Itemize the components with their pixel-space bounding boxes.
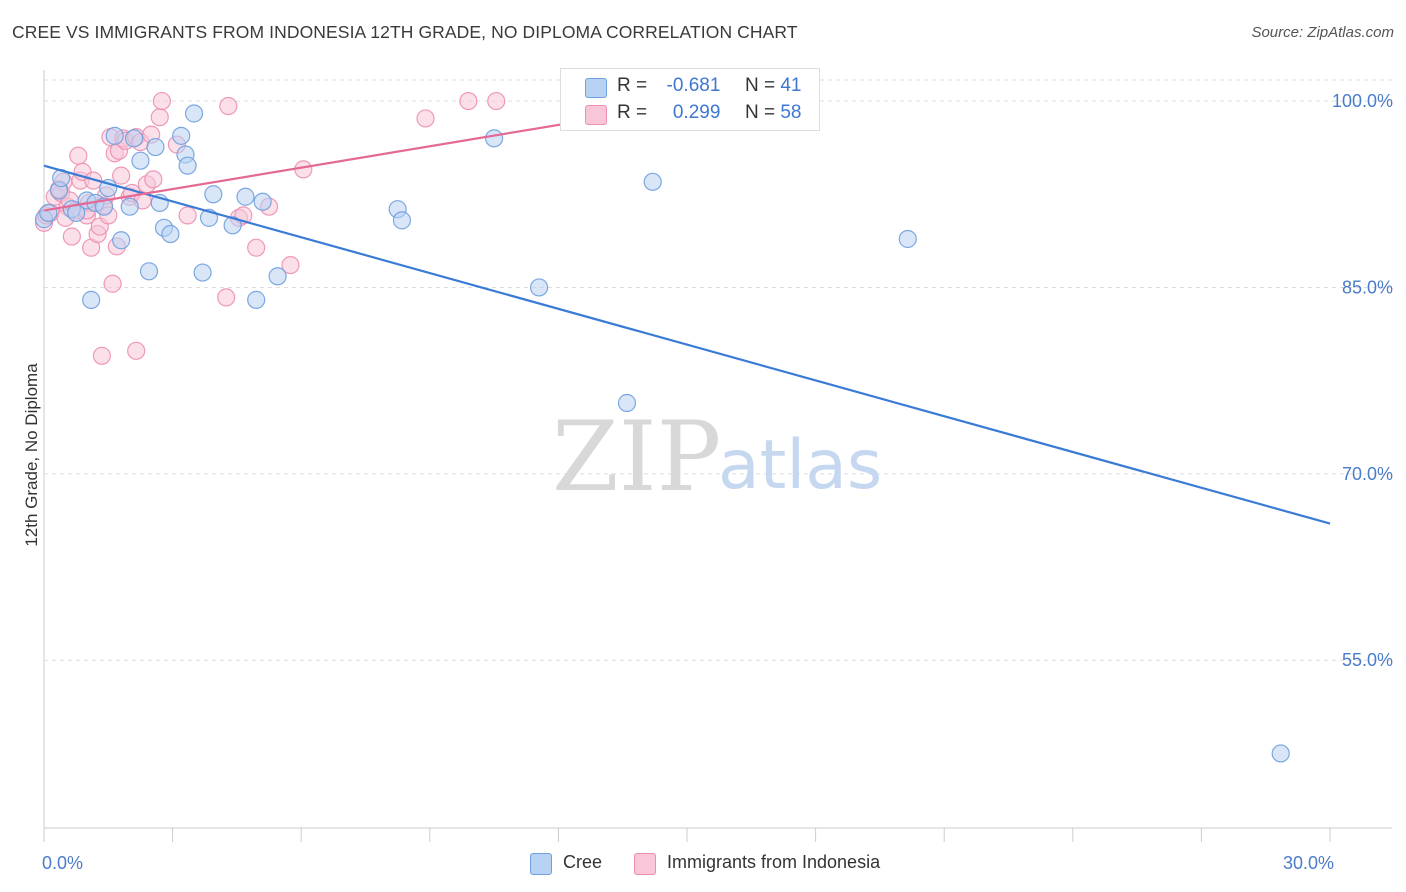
- source-label: Source: ZipAtlas.com: [1251, 24, 1394, 41]
- point-cree: [124, 129, 144, 148]
- legend-label-cree: Cree: [563, 852, 603, 872]
- point-cree: [172, 126, 191, 145]
- point-cree: [161, 224, 180, 244]
- x-tick-label: 30.0%: [1283, 853, 1334, 873]
- point-cree: [268, 267, 287, 286]
- point-indonesia: [487, 91, 506, 111]
- indonesia-swatch: [585, 105, 607, 125]
- n-value: 41: [780, 75, 802, 96]
- indonesia-swatch: [634, 853, 656, 875]
- point-cree: [253, 192, 272, 211]
- point-cree: [94, 197, 114, 216]
- point-indonesia: [217, 288, 236, 307]
- point-cree: [643, 172, 662, 191]
- trend-line-cree: [43, 164, 1331, 525]
- point-cree: [1271, 744, 1290, 763]
- point-cree: [184, 104, 204, 123]
- watermark: ZIP atlas: [552, 401, 882, 513]
- point-cree: [204, 185, 223, 204]
- point-cree: [178, 156, 197, 175]
- point-indonesia: [247, 238, 266, 257]
- y-tick-label: 70.0%: [1342, 464, 1393, 484]
- point-indonesia: [144, 170, 163, 189]
- r-value: -0.681: [666, 75, 721, 96]
- correlation-legend: R = -0.681 N = 41 R = 0.299 N = 58: [560, 68, 820, 131]
- tick-labels: 100.0% 85.0% 70.0% 55.0% 0.0% 30.0%: [42, 91, 1393, 873]
- point-cree: [898, 229, 917, 249]
- point-cree: [617, 393, 637, 413]
- point-indonesia: [178, 206, 197, 225]
- axes: [43, 70, 1392, 842]
- point-cree: [392, 211, 412, 230]
- legend-row-cree: R = -0.681 N = 41: [561, 73, 819, 101]
- r-value: 0.299: [672, 102, 721, 123]
- cree-swatch: [585, 78, 607, 98]
- watermark-atlas: atlas: [718, 426, 882, 505]
- n-value: 58: [780, 102, 802, 123]
- chart-title: CREE VS IMMIGRANTS FROM INDONESIA 12TH G…: [12, 22, 798, 42]
- point-indonesia: [127, 341, 146, 360]
- point-indonesia: [416, 109, 435, 128]
- cree-swatch: [530, 853, 552, 875]
- n-label: N =: [744, 75, 776, 96]
- point-indonesia: [281, 255, 300, 275]
- point-cree: [105, 126, 124, 145]
- point-cree: [485, 129, 504, 148]
- point-indonesia: [459, 91, 478, 111]
- r-label: R =: [617, 102, 648, 123]
- point-cree: [82, 290, 101, 309]
- point-indonesia: [112, 166, 131, 185]
- point-cree: [247, 290, 266, 309]
- point-indonesia: [84, 171, 103, 190]
- point-cree: [39, 203, 58, 223]
- point-cree: [139, 262, 159, 281]
- point-cree: [223, 216, 242, 235]
- point-indonesia: [150, 108, 169, 127]
- point-indonesia: [152, 91, 171, 111]
- legend-row-indonesia: R = 0.299 N = 58: [561, 100, 819, 128]
- point-cree: [112, 231, 131, 250]
- data-points: [34, 91, 1290, 763]
- y-tick-label: 55.0%: [1342, 650, 1393, 670]
- point-indonesia: [103, 274, 122, 293]
- point-cree: [146, 137, 165, 157]
- n-label: N =: [744, 102, 776, 123]
- point-cree: [530, 278, 549, 297]
- point-cree: [236, 187, 255, 206]
- point-cree: [120, 197, 139, 216]
- x-tick-label: 0.0%: [42, 853, 83, 873]
- grid-lines: [44, 79, 1392, 661]
- point-indonesia: [219, 96, 238, 116]
- point-indonesia: [69, 146, 88, 165]
- point-cree: [131, 151, 150, 170]
- legend-label-indonesia: Immigrants from Indonesia: [667, 852, 881, 872]
- watermark-zip: ZIP: [552, 401, 721, 513]
- point-cree: [193, 263, 212, 282]
- r-label: R =: [617, 75, 648, 96]
- y-tick-label: 100.0%: [1332, 91, 1393, 111]
- y-tick-label: 85.0%: [1342, 277, 1393, 297]
- point-indonesia: [62, 227, 81, 246]
- y-axis-label: 12th Grade, No Diploma: [22, 363, 41, 547]
- point-indonesia: [92, 346, 111, 365]
